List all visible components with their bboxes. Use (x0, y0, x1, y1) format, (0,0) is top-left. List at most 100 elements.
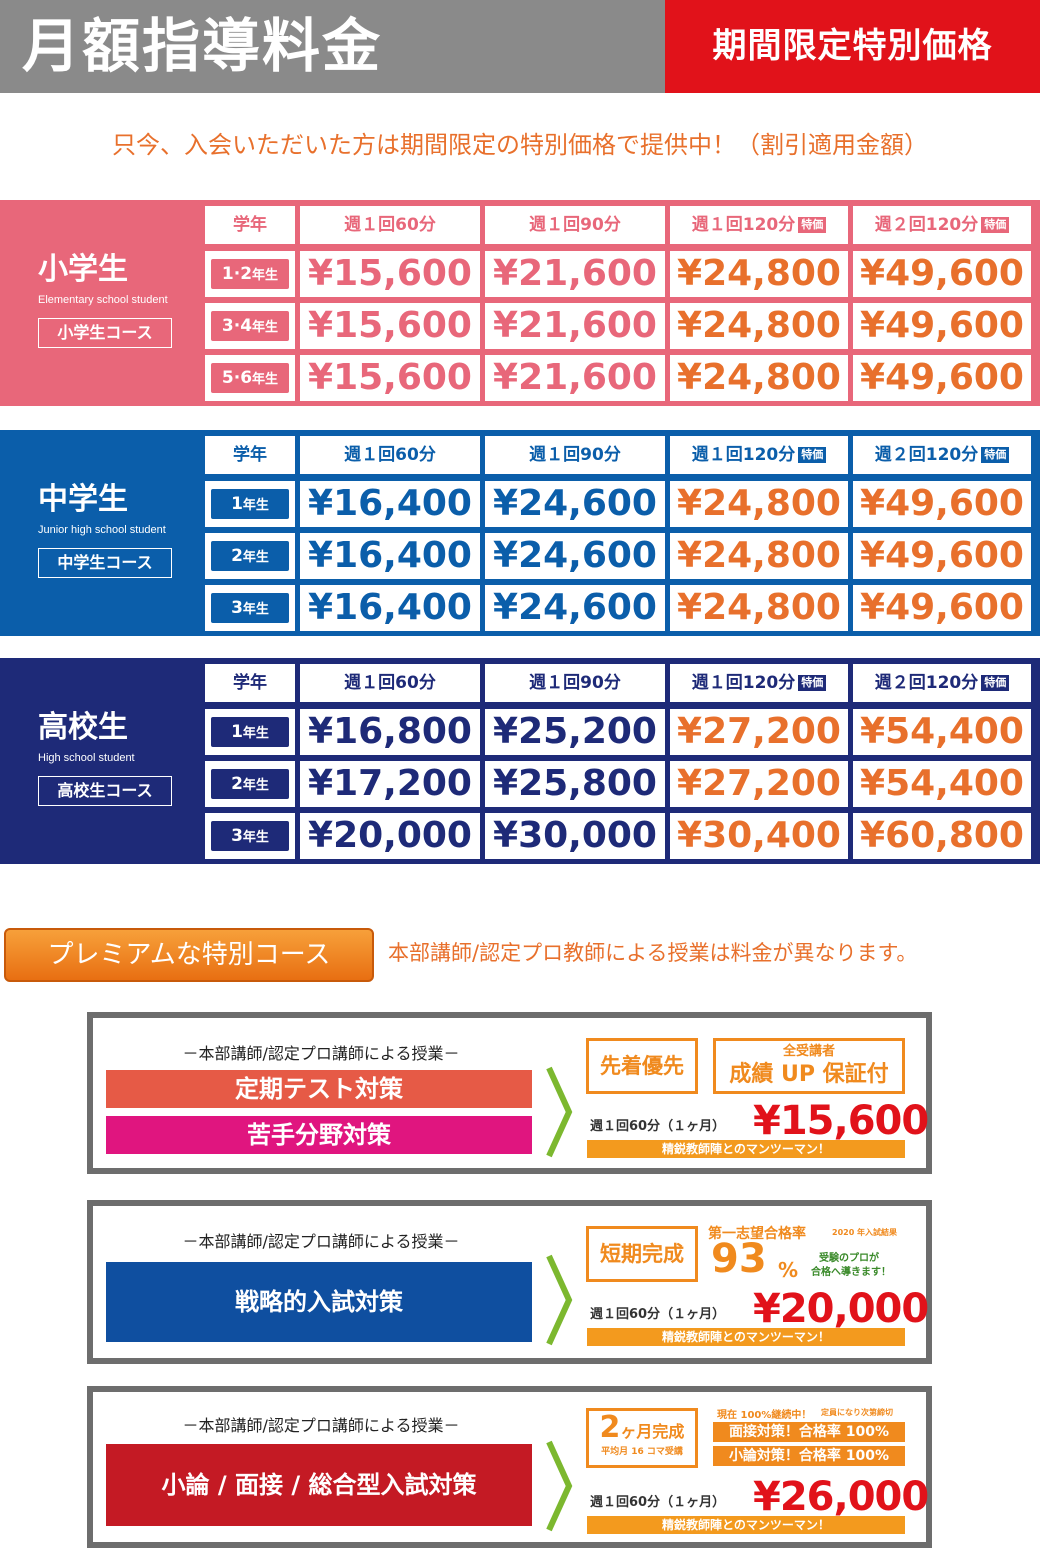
column-header: 週１回90分 (485, 206, 665, 244)
price-cell: ¥27,200 (670, 709, 848, 755)
price-cell: ¥49,600 (853, 251, 1031, 297)
column-header: 週１回120分 特価 (670, 436, 848, 474)
bar-test-prep: 定期テスト対策 (106, 1070, 532, 1108)
logo-title: 小学生 (38, 252, 128, 287)
note-deadline: 定員になり次第締切 (821, 1408, 893, 1417)
grade-number: 3·4 (221, 316, 253, 336)
mantoman-strip: 精鋭教師陣とのマンツーマン！ (587, 1516, 905, 1534)
grade-suffix: 年生 (252, 320, 279, 335)
price-cell: ¥24,600 (485, 481, 665, 527)
column-header-label: 週２回120分 (874, 445, 979, 465)
logo-title: 高校生 (38, 710, 128, 745)
column-header-label: 学年 (233, 215, 267, 235)
grade-cell: 1年生 (205, 481, 295, 527)
price-cell: ¥27,200 (670, 761, 848, 807)
special-price-tag: 特価 (981, 675, 1010, 691)
price-cell: ¥16,400 (300, 481, 480, 527)
price-cell: ¥49,600 (853, 303, 1031, 349)
price-section-high: 高校生 High school student 高校生コース 学年 週１回60分 週１回9… (0, 658, 1040, 864)
grade-number: 1 (231, 494, 243, 514)
rate-sub-1: 受験のプロが (819, 1253, 879, 1264)
grade-cell: 1年生 (205, 709, 295, 755)
grade-suffix: 年生 (242, 778, 269, 793)
grade-badge: 3年生 (211, 821, 289, 851)
logo-subtitle: Elementary school student (38, 294, 168, 306)
rate-note: 2020 年入試結果 (832, 1228, 898, 1237)
price-value: ¥20,000 (753, 1286, 929, 1332)
price-cell: ¥49,600 (853, 585, 1031, 631)
price-cell: ¥60,800 (853, 813, 1031, 859)
column-header-label: 週１回90分 (529, 215, 621, 235)
course-badge: 高校生コース (38, 776, 172, 806)
column-header: 週１回90分 (485, 664, 665, 702)
intro-text: 只今、入会いただいた方は期間限定の特別価格で提供中！（割引適用金額） (112, 131, 928, 159)
column-header-label: 週２回120分 (874, 215, 979, 235)
grade-cell: 3年生 (205, 813, 295, 859)
grade-badge: 2年生 (211, 769, 289, 799)
limited-offer-badge: 期間限定特別価格 (665, 0, 1040, 93)
first-come-tag: 先着優先 (586, 1038, 698, 1094)
column-header-label: 学年 (233, 445, 267, 465)
price-cell: ¥24,800 (670, 585, 848, 631)
column-header-label: 週１回120分 (691, 445, 796, 465)
column-header: 学年 (205, 436, 295, 474)
grade-cell: 1·2年生 (205, 251, 295, 297)
mantoman-strip: 精鋭教師陣とのマンツーマン！ (587, 1140, 905, 1158)
price-cell: ¥15,600 (300, 355, 480, 401)
grade-badge: 1年生 (211, 717, 289, 747)
grade-badge: 5·6年生 (211, 363, 289, 393)
grade-number: 3 (231, 598, 243, 618)
price-cell: ¥25,800 (485, 761, 665, 807)
grade-cell: 3·4年生 (205, 303, 295, 349)
grade-badge: 3年生 (211, 593, 289, 623)
price-cell: ¥49,600 (853, 481, 1031, 527)
price-cell: ¥16,400 (300, 533, 480, 579)
guarantee-top: 全受講者 (782, 1044, 835, 1059)
column-header: 週２回120分 特価 (853, 436, 1031, 474)
course-badge: 小学生コース (38, 318, 172, 348)
price-cell: ¥30,400 (670, 813, 848, 859)
column-header-label: 週１回120分 (691, 215, 796, 235)
column-header: 週１回90分 (485, 436, 665, 474)
header-bar (0, 0, 665, 93)
grade-badge: 3·4年生 (211, 311, 289, 341)
short-term-tag: 短期完成 (586, 1226, 698, 1282)
grade-number: 1·2 (221, 264, 253, 284)
price-cell: ¥54,400 (853, 709, 1031, 755)
price-cell: ¥21,600 (485, 303, 665, 349)
grade-badge: 1年生 (211, 489, 289, 519)
grade-number: 3 (231, 826, 243, 846)
interview-rate-bar: 面接対策！合格率 100% (713, 1422, 905, 1442)
grade-badge: 2年生 (211, 541, 289, 571)
column-header-label: 週１回60分 (344, 673, 436, 693)
course-badge: 中学生コース (38, 548, 172, 578)
price-cell: ¥24,800 (670, 533, 848, 579)
price-cell: ¥17,200 (300, 761, 480, 807)
mantoman-strip: 精鋭教師陣とのマンツーマン！ (587, 1328, 905, 1346)
grade-suffix: 年生 (242, 726, 269, 741)
premium-box-essay: －本部講師/認定プロ講師による授業－ 小論 / 面接 / 総合型入試対策 2ヶ月… (87, 1386, 932, 1548)
grade-suffix: 年生 (252, 372, 279, 387)
rate-title: 第一志望合格率 (708, 1226, 806, 1242)
grade-suffix: 年生 (242, 830, 269, 845)
special-price-tag: 特価 (798, 447, 827, 463)
price-cell: ¥49,600 (853, 355, 1031, 401)
column-header-label: 週１回90分 (529, 445, 621, 465)
premium-course-button[interactable]: プレミアムな特別コース (4, 928, 374, 982)
tag-num: 2 (599, 1410, 621, 1445)
column-header-label: 週１回120分 (691, 673, 796, 693)
box-caption: －本部講師/認定プロ講師による授業－ (182, 1232, 460, 1251)
column-header: 週２回120分 特価 (853, 664, 1031, 702)
column-header: 学年 (205, 664, 295, 702)
column-header: 週１回60分 (300, 436, 480, 474)
price-cell: ¥24,600 (485, 585, 665, 631)
price-cell: ¥24,600 (485, 533, 665, 579)
column-header: 週１回60分 (300, 206, 480, 244)
chevron-right-icon (546, 1440, 573, 1532)
special-price-tag: 特価 (981, 217, 1010, 233)
grade-suffix: 年生 (242, 550, 269, 565)
grade-number: 2 (231, 546, 243, 566)
grade-cell: 5·6年生 (205, 355, 295, 401)
column-header: 週１回120分 特価 (670, 206, 848, 244)
column-header-label: 週１回90分 (529, 673, 621, 693)
